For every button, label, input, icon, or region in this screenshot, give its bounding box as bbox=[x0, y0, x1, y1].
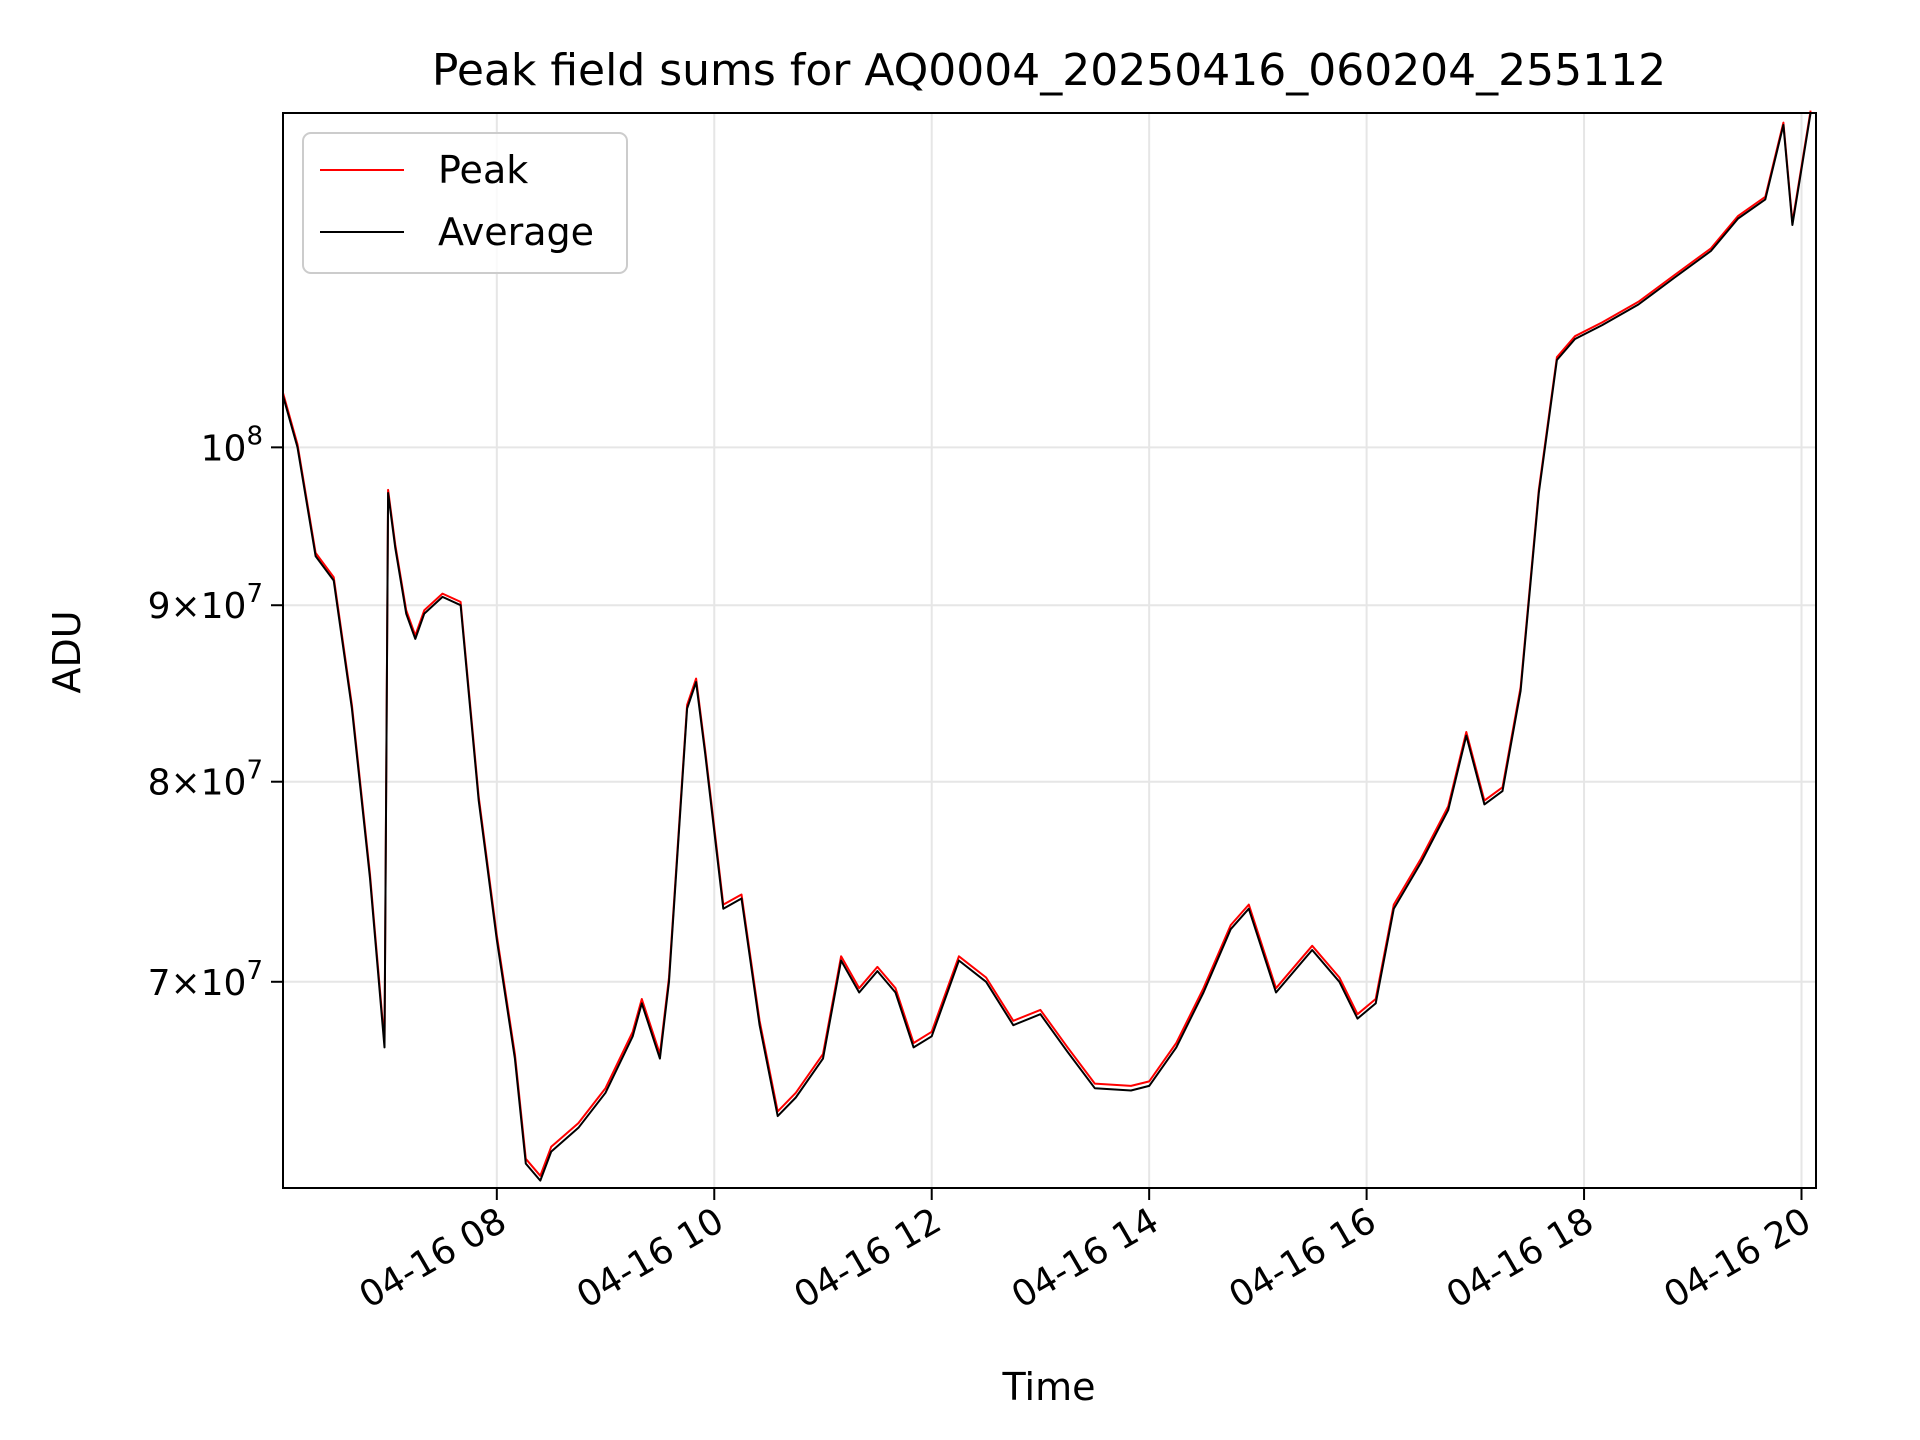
legend: Peak Average bbox=[302, 132, 628, 274]
plot-frame bbox=[282, 112, 1817, 1189]
grid-lines bbox=[283, 113, 1816, 1188]
legend-average-label: Average bbox=[438, 210, 594, 254]
legend-box bbox=[302, 132, 628, 274]
y-axis-ticks: 7×107 8×107 9×107 108 bbox=[148, 421, 283, 1004]
y-tick-label: 7×107 bbox=[148, 956, 263, 1004]
y-tick-label: 108 bbox=[201, 421, 263, 469]
y-tick-label: 8×107 bbox=[148, 756, 263, 804]
series-average-line bbox=[282, 112, 1812, 1182]
y-tick-label: 9×107 bbox=[148, 579, 263, 627]
chart-title: Peak field sums for AQ0004_20250416_0602… bbox=[432, 45, 1666, 96]
legend-peak-label: Peak bbox=[438, 148, 528, 192]
series-layer bbox=[282, 110, 1812, 1182]
x-axis-label: Time bbox=[1002, 1365, 1096, 1409]
y-axis-label: ADU bbox=[45, 610, 89, 693]
